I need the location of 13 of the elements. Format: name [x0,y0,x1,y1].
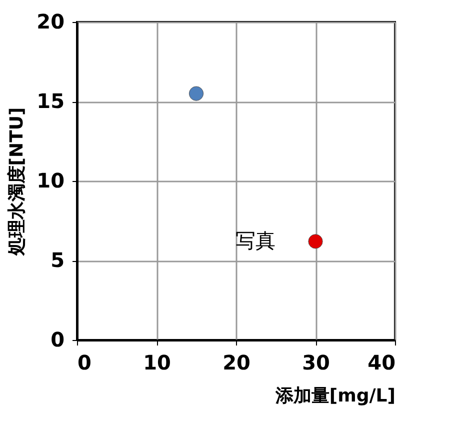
y-tick-label: 5 [50,248,64,272]
annotation: 写真 [236,228,276,252]
x-axis-title: 添加量[mg/L] [274,386,396,406]
y-tick-label: 0 [50,328,64,352]
x-tick-label: 40 [368,350,396,374]
y-tick-label: 10 [36,168,64,192]
y-tick-label: 20 [36,10,64,34]
x-tick-label: 0 [78,350,92,374]
x-tick-label: 10 [143,350,171,374]
y-axis-title: 処理水濁度[NTU] [6,107,28,257]
x-tick-label: 30 [302,350,330,374]
x-tick-label: 20 [222,350,250,374]
y-tick-label: 15 [36,89,64,113]
